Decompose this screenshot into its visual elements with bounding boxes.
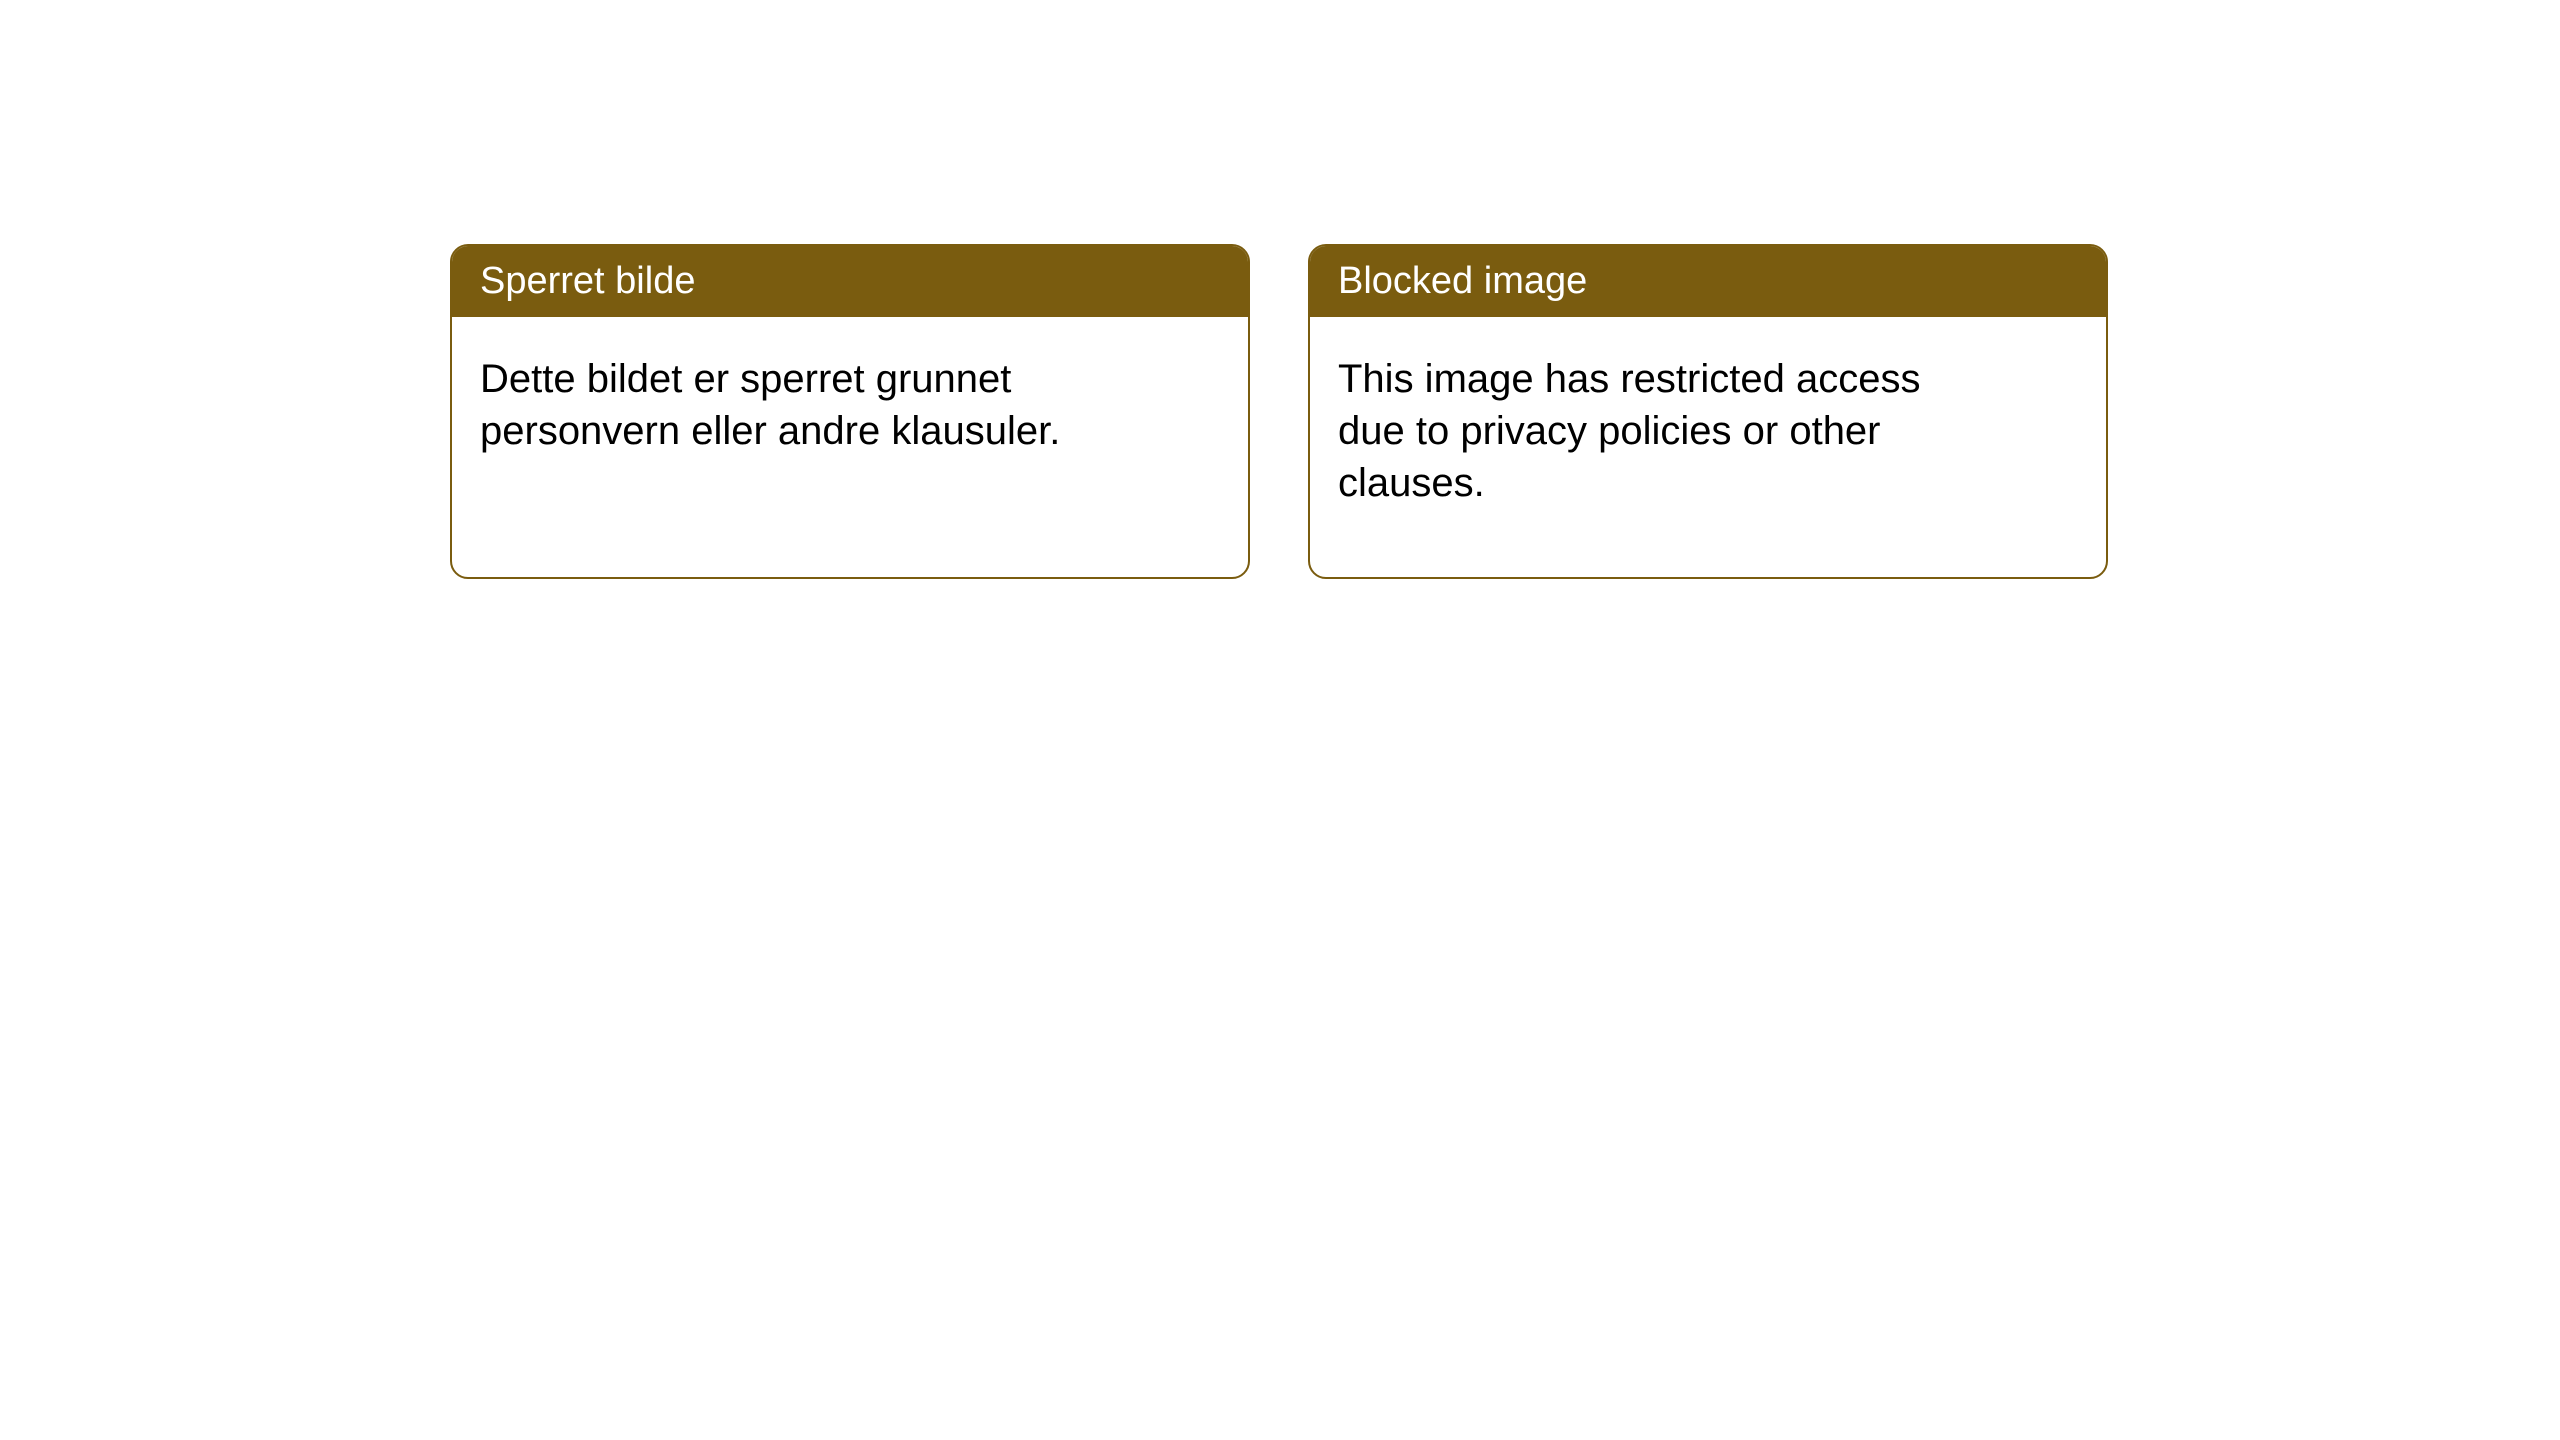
card-norwegian: Sperret bilde Dette bildet er sperret gr… — [450, 244, 1250, 579]
card-body-english: This image has restricted access due to … — [1310, 317, 2010, 545]
cards-container: Sperret bilde Dette bildet er sperret gr… — [450, 244, 2108, 579]
card-header-english: Blocked image — [1310, 246, 2106, 317]
card-english: Blocked image This image has restricted … — [1308, 244, 2108, 579]
card-header-norwegian: Sperret bilde — [452, 246, 1248, 317]
card-body-norwegian: Dette bildet er sperret grunnet personve… — [452, 317, 1152, 493]
